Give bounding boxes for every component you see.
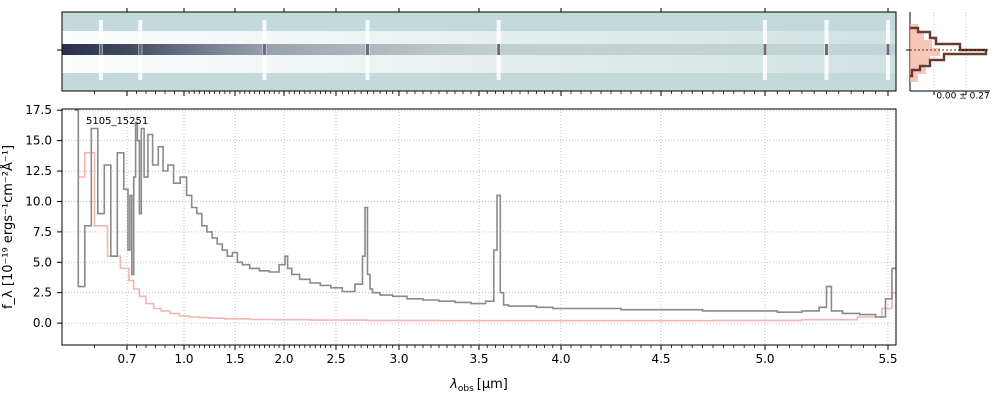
grid — [62, 109, 896, 345]
x-axis-label-subscript: obs — [458, 384, 474, 394]
y-tick-label: 12.5 — [25, 164, 52, 178]
x-tick-label: 4.5 — [651, 352, 670, 366]
y-tick-label: 5.0 — [33, 255, 52, 269]
profile-model-fill — [910, 24, 940, 82]
y-axis: 0.0 2.5 5.0 7.5 10.0 12.5 15.0 17.5 — [25, 103, 62, 330]
uncertainty-series — [75, 109, 896, 322]
y-tick-label: 7.5 — [33, 225, 52, 239]
2d-feature-core — [138, 44, 142, 55]
2d-spectrum-ticks — [57, 8, 889, 96]
2d-feature-core — [366, 44, 369, 55]
profile-annotation: 0.00 ± 0.27 — [936, 92, 989, 102]
2d-feature-core — [262, 44, 266, 55]
x-axis: 0.7 1.0 1.5 2.0 2.5 3.0 3.5 4.0 4.5 5.0 5.5 — [94, 345, 898, 366]
y-tick-label: 17.5 — [25, 103, 52, 117]
y-axis-label: f_λ [10⁻¹⁹ ergs⁻¹cm⁻²Å⁻¹] — [0, 145, 16, 309]
2d-feature-core — [497, 44, 501, 55]
x-tick-label: 0.7 — [117, 352, 136, 366]
x-axis-label-symbol: λ — [449, 377, 458, 392]
2d-spectrum-panel — [57, 8, 897, 96]
x-axis-label: λobs [μm] — [449, 377, 508, 394]
x-tick-label: 5.0 — [755, 352, 774, 366]
2d-feature-core — [763, 44, 767, 55]
x-tick-label: 1.0 — [174, 352, 193, 366]
x-tick-label: 1.5 — [225, 352, 244, 366]
2d-feature-core — [825, 44, 828, 55]
2d-feature-core — [99, 44, 103, 55]
profile-line — [910, 26, 988, 78]
x-tick-label: 2.5 — [326, 352, 345, 366]
object-label: 5105_15251 — [86, 116, 148, 127]
x-axis-label-unit: [μm] — [477, 377, 508, 392]
x-tick-label: 5.5 — [878, 352, 897, 366]
1d-spectrum-panel: 0.7 1.0 1.5 2.0 2.5 3.0 3.5 4.0 4.5 5.0 5.5 0.0 2.5… — [0, 103, 898, 394]
y-tick-label: 0.0 — [33, 316, 52, 330]
y-tick-label: 2.5 — [33, 286, 52, 300]
y-tick-label: 10.0 — [25, 194, 52, 208]
x-tick-label: 2.0 — [274, 352, 293, 366]
flux-series — [75, 109, 896, 318]
y-tick-label: 15.0 — [25, 134, 52, 148]
x-tick-label: 3.5 — [469, 352, 488, 366]
2d-emission-features — [99, 20, 890, 80]
x-tick-label: 3.0 — [389, 352, 408, 366]
profile-panel: 0.00 ± 0.27 — [906, 12, 990, 102]
2d-spectrum-trace — [62, 44, 896, 55]
x-tick-label: 4.0 — [551, 352, 570, 366]
2d-feature-core — [886, 44, 890, 55]
